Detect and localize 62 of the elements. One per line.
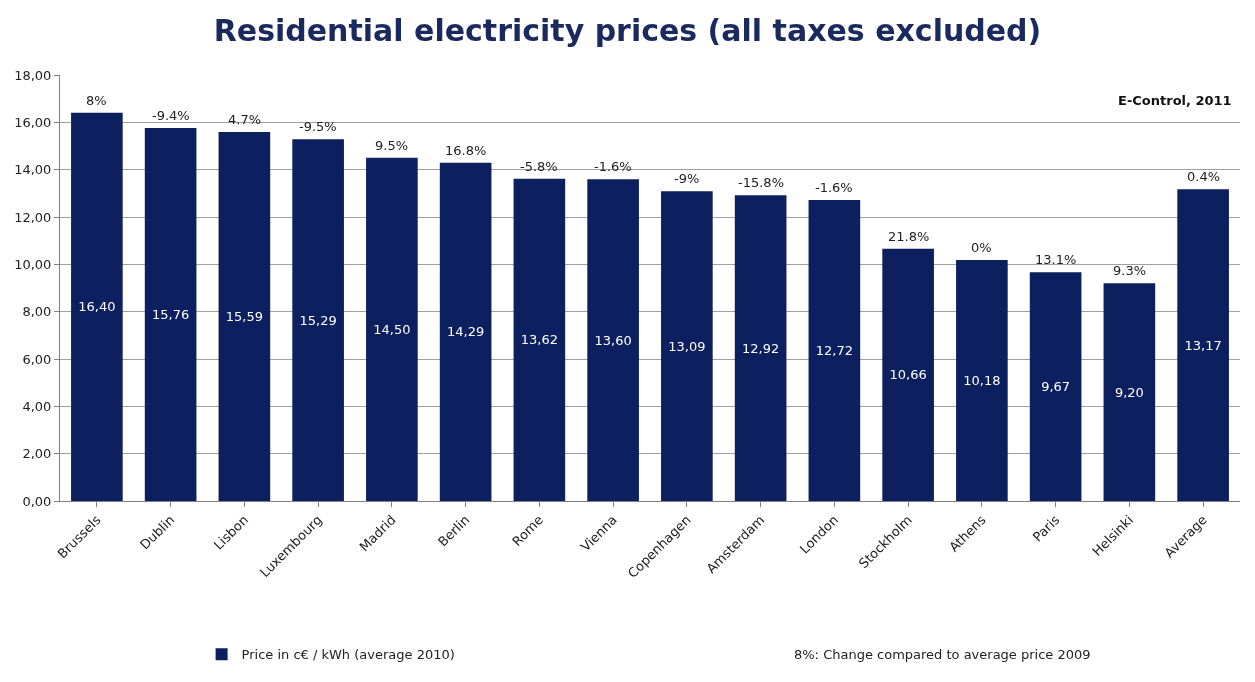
bar <box>366 157 418 501</box>
annotation: -9.4% <box>152 108 190 123</box>
legend-label: Price in c€ / kWh (average 2010) <box>241 647 455 663</box>
y-tick-label: 4,00 <box>22 398 52 414</box>
y-tick-label: 10,00 <box>14 256 52 272</box>
bar <box>71 112 123 501</box>
bar <box>882 248 934 501</box>
bar <box>808 199 861 501</box>
data-label: 15,29 <box>299 312 337 328</box>
data-label: 16,40 <box>78 299 116 315</box>
annotation: -1.6% <box>594 159 632 174</box>
data-label: 13,62 <box>520 332 558 348</box>
annotation: 9.5% <box>375 138 409 153</box>
bar <box>587 179 639 501</box>
annotation: -15.8% <box>738 175 784 190</box>
data-label: 14,50 <box>373 321 411 337</box>
bar <box>734 195 787 501</box>
bar <box>1029 272 1082 501</box>
text: 8%: Change compared to average price 2009 <box>794 647 1091 662</box>
bar <box>1103 283 1156 501</box>
y-tick-label: 12,00 <box>14 209 52 225</box>
y-tick-label: 0,00 <box>22 493 52 509</box>
bar <box>218 132 271 501</box>
annotation: 0.4% <box>1187 169 1221 184</box>
data-label: 13,60 <box>594 332 632 348</box>
annotation: 4.7% <box>228 112 262 127</box>
y-tick-label: 14,00 <box>14 162 52 178</box>
bar <box>956 260 1008 501</box>
bar <box>1177 189 1229 501</box>
annotation: -5.8% <box>520 159 558 174</box>
annotation: 9.3% <box>1113 263 1147 278</box>
data-label: 10,66 <box>889 367 927 383</box>
data-label: 12,92 <box>742 340 780 356</box>
annotation: 0% <box>971 240 992 255</box>
annotation: 16.8% <box>445 143 487 158</box>
y-tick-label: 8,00 <box>22 304 52 320</box>
annotation: 8% <box>86 93 107 108</box>
y-tick-label: 18,00 <box>14 67 52 83</box>
bar <box>144 128 197 501</box>
data-label: 15,59 <box>225 309 263 325</box>
data-label: 13,17 <box>1184 337 1222 353</box>
annotation: -9% <box>674 171 700 186</box>
bar <box>439 162 492 501</box>
bar <box>513 178 566 501</box>
data-label: 10,18 <box>963 373 1001 389</box>
bar <box>292 139 344 501</box>
data-label: 15,76 <box>152 307 190 323</box>
data-label: 12,72 <box>815 342 853 358</box>
annotation: E-Control, 2011 <box>1118 93 1232 108</box>
data-label: 9,20 <box>1114 384 1144 400</box>
data-label: 9,67 <box>1041 379 1071 395</box>
data-label: 13,09 <box>668 338 706 354</box>
annotation: 21.8% <box>888 229 930 244</box>
y-tick-label: 16,00 <box>14 114 52 130</box>
y-tick-label: 2,00 <box>22 446 52 462</box>
annotation: -9.5% <box>299 119 337 134</box>
bar <box>661 191 713 501</box>
chart-title: Residential electricity prices (all taxes excluded) <box>213 13 1042 49</box>
y-tick-label: 6,00 <box>22 351 52 367</box>
annotation: 13.1% <box>1035 252 1077 267</box>
annotation: -1.6% <box>815 180 853 195</box>
data-label: 14,29 <box>447 324 485 340</box>
